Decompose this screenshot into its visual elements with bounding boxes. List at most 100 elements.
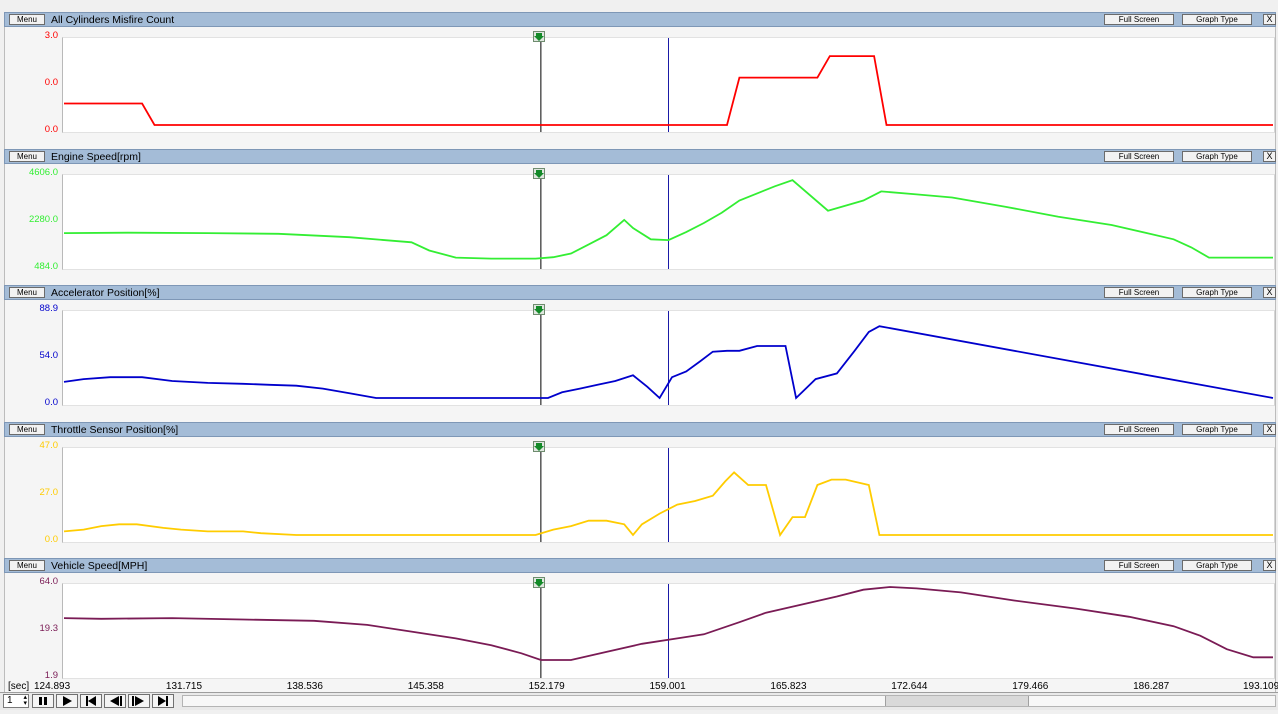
y-axis-max-label: 3.0	[44, 30, 58, 41]
forward-button[interactable]	[128, 694, 150, 708]
panel-body: 4606.0 2280.0 484.0	[4, 164, 1276, 286]
green-marker-arrow-icon[interactable]	[532, 31, 545, 42]
graph-panel: Menu All Cylinders Misfire Count Full Sc…	[0, 12, 1278, 149]
y-axis-mid-label: 0.0	[44, 77, 58, 88]
close-panel-button[interactable]: X	[1263, 424, 1276, 435]
menu-button[interactable]: Menu	[9, 14, 45, 25]
menu-button[interactable]: Menu	[9, 560, 45, 571]
line-chart	[63, 175, 1273, 269]
close-panel-button[interactable]: X	[1263, 151, 1276, 162]
forward-icon	[132, 696, 144, 706]
timeline-scrollbar[interactable]	[182, 695, 1276, 707]
close-panel-button[interactable]: X	[1263, 287, 1276, 298]
x-axis-tick-label: 159.001	[649, 681, 686, 692]
x-axis-tick-label: 145.358	[407, 681, 444, 692]
line-chart	[63, 584, 1273, 678]
panel-body: 3.0 0.0 0.0	[4, 27, 1276, 149]
panel-body: 64.0 19.3 1.9	[4, 573, 1276, 695]
full-screen-button[interactable]: Full Screen	[1104, 287, 1174, 298]
panel-body: 47.0 27.0 0.0	[4, 437, 1276, 559]
panel-title: All Cylinders Misfire Count	[51, 14, 175, 26]
y-axis-mid-label: 2280.0	[28, 214, 58, 225]
panel-title-bar: Menu Accelerator Position[%] Full Screen…	[4, 285, 1276, 300]
graph-type-button[interactable]: Graph Type	[1182, 287, 1252, 298]
playback-bar: 1 ▴ ▾	[0, 692, 1278, 710]
green-marker-arrow-icon[interactable]	[532, 168, 545, 179]
series-line	[63, 179, 1273, 260]
menu-button[interactable]: Menu	[9, 424, 45, 435]
full-screen-button[interactable]: Full Screen	[1104, 560, 1174, 571]
full-screen-button[interactable]: Full Screen	[1104, 14, 1174, 25]
plot-area[interactable]	[62, 583, 1275, 679]
spinner-arrows-icon[interactable]: ▴ ▾	[23, 694, 27, 707]
x-axis-tick-label: 186.287	[1133, 681, 1170, 692]
y-axis-min-label: 0.0	[44, 534, 58, 545]
menu-button[interactable]: Menu	[9, 151, 45, 162]
pause-button[interactable]	[32, 694, 54, 708]
y-axis-min-label: 0.0	[44, 124, 58, 135]
series-line	[63, 325, 1274, 400]
x-axis-tick-label: 124.893	[34, 681, 71, 692]
speed-spinner-value: 1	[7, 695, 13, 706]
series-line	[63, 586, 1273, 661]
skip-start-button[interactable]	[80, 694, 102, 708]
plot-area[interactable]	[62, 37, 1275, 133]
plot-area[interactable]	[62, 310, 1275, 406]
full-screen-button[interactable]: Full Screen	[1104, 151, 1174, 162]
x-axis-tick-label: 131.715	[165, 681, 203, 692]
graph-panel: Menu Accelerator Position[%] Full Screen…	[0, 285, 1278, 422]
y-axis-min-label: 0.0	[44, 397, 58, 408]
skip-start-icon	[86, 696, 96, 706]
plot-area[interactable]	[62, 174, 1275, 270]
series-line	[63, 471, 1273, 538]
graph-panel: Menu Vehicle Speed[MPH] Full Screen Grap…	[0, 558, 1278, 695]
timeline-scrollbar-thumb[interactable]	[885, 696, 1029, 706]
rewind-button[interactable]	[104, 694, 126, 708]
green-marker-arrow-icon[interactable]	[532, 577, 545, 588]
speed-spinner[interactable]: 1 ▴ ▾	[3, 694, 29, 708]
series-line	[64, 55, 1273, 126]
pause-icon	[39, 697, 47, 705]
close-panel-button[interactable]: X	[1263, 560, 1276, 571]
x-axis: [sec] 124.893 131.715 138.536 145.358 152.17…	[0, 681, 1278, 693]
skip-end-icon	[158, 696, 168, 706]
y-axis-mid-label: 27.0	[39, 487, 59, 498]
graph-type-button[interactable]: Graph Type	[1182, 14, 1252, 25]
line-chart	[63, 311, 1274, 405]
plot-area[interactable]	[62, 447, 1275, 543]
y-axis-mid-label: 19.3	[39, 623, 59, 634]
panel-title: Accelerator Position[%]	[51, 287, 160, 299]
graph-panel: Menu Engine Speed[rpm] Full Screen Graph…	[0, 149, 1278, 286]
panel-title-bar: Menu Throttle Sensor Position[%] Full Sc…	[4, 422, 1276, 437]
y-axis-max-label: 47.0	[39, 440, 59, 451]
y-axis-max-label: 4606.0	[28, 167, 58, 178]
y-axis-min-label: 484.0	[34, 261, 58, 272]
green-marker-arrow-icon[interactable]	[532, 304, 545, 315]
green-marker-arrow-icon[interactable]	[532, 441, 545, 452]
x-axis-tick-label: 152.179	[528, 681, 565, 692]
play-button[interactable]	[56, 694, 78, 708]
graph-type-button[interactable]: Graph Type	[1182, 424, 1252, 435]
panel-title-bar: Menu Engine Speed[rpm] Full Screen Graph…	[4, 149, 1276, 164]
x-axis-tick-label: 179.466	[1012, 681, 1049, 692]
full-screen-button[interactable]: Full Screen	[1104, 424, 1174, 435]
y-axis-max-label: 64.0	[39, 576, 59, 587]
graph-type-button[interactable]: Graph Type	[1182, 151, 1252, 162]
y-axis-max-label: 88.9	[39, 303, 59, 314]
menu-button[interactable]: Menu	[9, 287, 45, 298]
play-icon	[63, 696, 72, 706]
y-axis-mid-label: 54.0	[39, 350, 59, 361]
x-axis-unit: [sec]	[8, 681, 30, 692]
graph-type-button[interactable]: Graph Type	[1182, 560, 1252, 571]
rewind-icon	[110, 696, 122, 706]
panel-body: 88.9 54.0 0.0	[4, 300, 1276, 422]
panel-title-bar: Menu Vehicle Speed[MPH] Full Screen Grap…	[4, 558, 1276, 573]
x-axis-tick-label: 193.109	[1243, 681, 1278, 692]
skip-end-button[interactable]	[152, 694, 174, 708]
panel-title: Vehicle Speed[MPH]	[51, 560, 148, 572]
graph-panel: Menu Throttle Sensor Position[%] Full Sc…	[0, 422, 1278, 559]
close-panel-button[interactable]: X	[1263, 14, 1276, 25]
panel-title: Engine Speed[rpm]	[51, 151, 141, 163]
line-chart	[64, 38, 1273, 132]
panel-title: Throttle Sensor Position[%]	[51, 424, 179, 436]
